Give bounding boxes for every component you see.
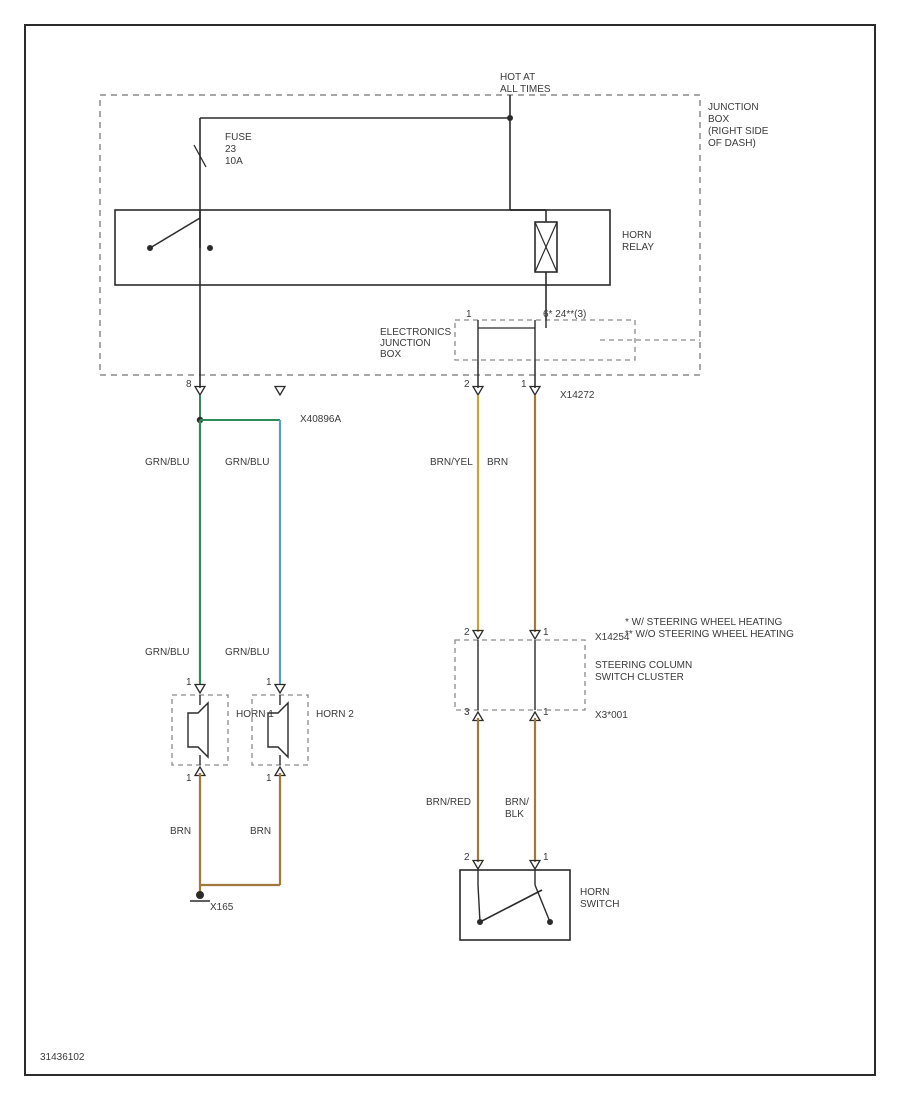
pin-num: 2	[464, 379, 470, 390]
steering-column-switch-cluster	[455, 640, 585, 710]
connector-id: X3*001	[595, 710, 628, 721]
node	[207, 245, 213, 251]
horn-switch	[460, 870, 570, 940]
pin-num: 2	[464, 852, 470, 863]
wire	[480, 890, 542, 922]
horn	[172, 695, 228, 765]
pin-num: 1	[186, 773, 192, 784]
note: * W/ STEERING WHEEL HEATING	[625, 617, 782, 628]
pin-num: 1	[543, 627, 549, 638]
node	[196, 891, 204, 899]
pin-num: 1	[543, 707, 549, 718]
ejb-label: BOX	[380, 349, 401, 360]
jbox-label: (RIGHT SIDE	[708, 126, 769, 137]
wire-color: GRN/BLU	[225, 647, 269, 658]
horn	[252, 695, 308, 765]
connector-id: X14272	[560, 390, 595, 401]
electronics-junction-box	[455, 320, 635, 360]
ejb-label: ELECTRONICS	[380, 327, 451, 338]
jbox-label: JUNCTION	[708, 102, 759, 113]
ejb-pin: 6* 24**(3)	[543, 309, 586, 320]
ejb-label: JUNCTION	[380, 338, 431, 349]
ground-id: X165	[210, 902, 234, 913]
relay-label: HORNRELAY	[622, 230, 654, 253]
pin-num: 3	[464, 707, 470, 718]
wire	[535, 885, 550, 922]
wire	[478, 885, 480, 922]
ejb-pin: 1	[466, 309, 472, 320]
hot-label: HOT ATALL TIMES	[500, 72, 551, 95]
wiring-diagram: HOT ATALL TIMESJUNCTIONBOX(RIGHT SIDEOF …	[0, 0, 900, 1100]
connector-arrow	[275, 387, 285, 396]
pin-num: 1	[266, 773, 272, 784]
wire-color: BRN/YEL	[430, 457, 473, 468]
pin-num: 2	[464, 627, 470, 638]
horn-switch-label: HORNSWITCH	[580, 887, 619, 910]
pin-num: 1	[186, 677, 192, 688]
pin-num: 1	[521, 379, 527, 390]
fuse-label: FUSE	[225, 132, 252, 143]
fuse-label: 23	[225, 144, 237, 155]
page-border	[25, 25, 875, 1075]
wire-color: BRN	[170, 826, 191, 837]
connector-arrow	[195, 685, 205, 694]
jbox-label: OF DASH)	[708, 138, 756, 149]
pin-num: 1	[543, 852, 549, 863]
pin-num: 8	[186, 379, 192, 390]
wire-color: BRN	[487, 457, 508, 468]
wire-color: GRN/BLU	[145, 647, 189, 658]
pin-num: 1	[266, 677, 272, 688]
diagram-id: 31436102	[40, 1052, 85, 1063]
fuse-label: 10A	[225, 156, 243, 167]
note: ** W/O STEERING WHEEL HEATING	[625, 629, 794, 640]
horn-icon	[188, 703, 208, 757]
jbox-label: BOX	[708, 114, 729, 125]
wire-color: BRN/RED	[426, 797, 471, 808]
wire-color: GRN/BLU	[225, 457, 269, 468]
splice-id: X40896A	[300, 414, 341, 425]
wire-color: BRN/BLK	[505, 797, 529, 820]
horn-label: HORN 2	[316, 709, 354, 720]
scsc-label: SWITCH CLUSTER	[595, 672, 684, 683]
wire-color: GRN/BLU	[145, 457, 189, 468]
connector-arrow	[275, 685, 285, 694]
wire-color: BRN	[250, 826, 271, 837]
wire	[150, 218, 200, 248]
scsc-label: STEERING COLUMN	[595, 660, 692, 671]
